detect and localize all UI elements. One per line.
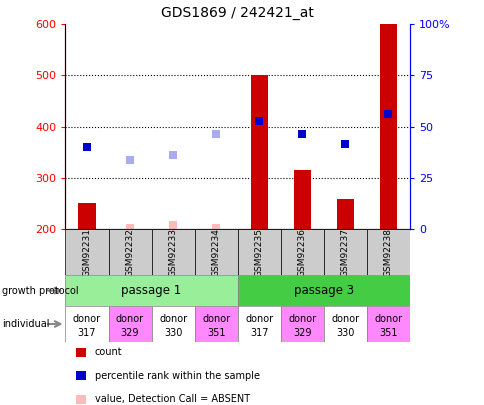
Bar (151, 229, 194, 275)
Text: passage 1: passage 1 (121, 284, 182, 297)
Point (384, 111, 392, 117)
Bar (76, 395, 86, 404)
Bar (169, 221, 177, 229)
Title: GDS1869 / 242421_at: GDS1869 / 242421_at (161, 6, 314, 21)
Bar (65, 229, 108, 275)
Bar (237, 229, 280, 275)
Text: GSM92231: GSM92231 (82, 228, 91, 277)
Text: 330: 330 (164, 328, 182, 338)
Text: individual: individual (2, 319, 50, 329)
Bar (379, 24, 396, 229)
Point (298, 131, 305, 137)
Text: donor: donor (244, 313, 272, 324)
Text: donor: donor (73, 313, 101, 324)
Bar (280, 229, 323, 275)
Bar (126, 224, 134, 229)
Text: 330: 330 (335, 328, 354, 338)
Text: 329: 329 (292, 328, 311, 338)
Point (169, 151, 177, 158)
Bar (237, 306, 280, 342)
Text: 329: 329 (121, 328, 139, 338)
Text: donor: donor (331, 313, 359, 324)
Bar (237, 275, 409, 306)
Point (212, 131, 220, 137)
Text: growth protocol: growth protocol (2, 286, 79, 296)
Bar (65, 306, 108, 342)
Text: donor: donor (287, 313, 316, 324)
Bar (293, 170, 310, 229)
Bar (323, 229, 366, 275)
Text: donor: donor (202, 313, 230, 324)
Bar (250, 75, 267, 229)
Text: donor: donor (116, 313, 144, 324)
Text: 351: 351 (378, 328, 397, 338)
Text: count: count (94, 347, 122, 357)
Bar (76, 348, 86, 357)
Text: GSM92235: GSM92235 (254, 228, 263, 277)
Bar (151, 306, 194, 342)
Bar (194, 229, 237, 275)
Text: GSM92236: GSM92236 (297, 228, 306, 277)
Point (83, 144, 91, 150)
Point (255, 118, 262, 125)
Bar (366, 229, 409, 275)
Text: passage 3: passage 3 (293, 284, 353, 297)
Bar (65, 275, 237, 306)
Text: GSM92233: GSM92233 (168, 228, 177, 277)
Text: donor: donor (374, 313, 402, 324)
Text: value, Detection Call = ABSENT: value, Detection Call = ABSENT (94, 394, 249, 404)
Bar (108, 229, 151, 275)
Text: percentile rank within the sample: percentile rank within the sample (94, 371, 259, 381)
Text: 317: 317 (249, 328, 268, 338)
Bar (108, 306, 151, 342)
Bar (212, 224, 220, 229)
Text: GSM92237: GSM92237 (340, 228, 349, 277)
Text: GSM92238: GSM92238 (383, 228, 392, 277)
Text: GSM92234: GSM92234 (211, 228, 220, 277)
Bar (366, 306, 409, 342)
Bar (76, 371, 86, 380)
Point (341, 141, 348, 148)
Bar (280, 306, 323, 342)
Point (126, 157, 134, 163)
Bar (194, 306, 237, 342)
Bar (78, 203, 95, 229)
Bar (336, 199, 353, 229)
Text: 351: 351 (207, 328, 225, 338)
Text: GSM92232: GSM92232 (125, 228, 134, 277)
Text: donor: donor (159, 313, 187, 324)
Text: 317: 317 (77, 328, 96, 338)
Bar (323, 306, 366, 342)
